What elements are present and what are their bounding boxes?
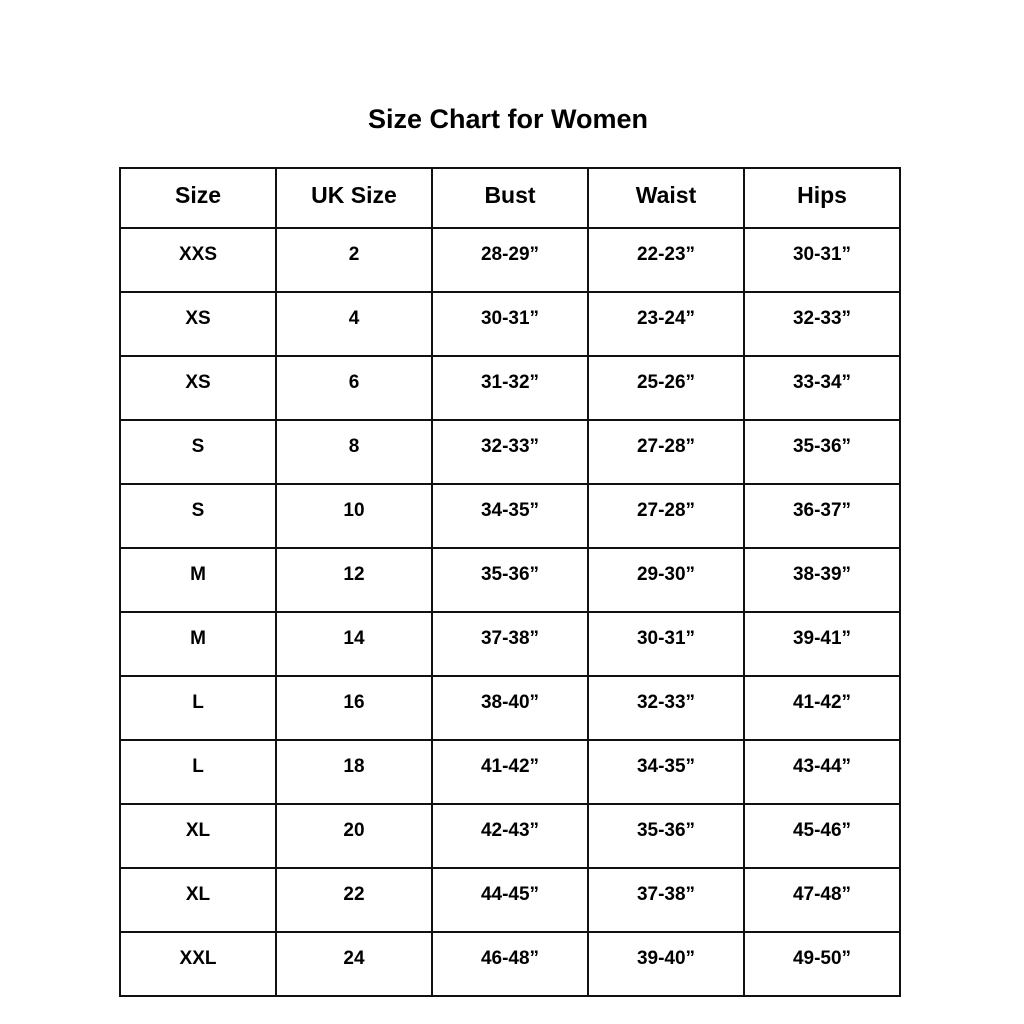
table-row: XXS 2 28-29” 22-23” 30-31” <box>119 227 901 293</box>
cell-hips: 47-48” <box>743 867 901 933</box>
cell-uk-size: 14 <box>275 611 433 677</box>
cell-bust: 46-48” <box>431 931 589 997</box>
cell-hips: 49-50” <box>743 931 901 997</box>
cell-waist: 30-31” <box>587 611 745 677</box>
table-row: XL 20 42-43” 35-36” 45-46” <box>119 803 901 869</box>
header-hips: Hips <box>743 167 901 229</box>
cell-size: M <box>119 611 277 677</box>
cell-hips: 43-44” <box>743 739 901 805</box>
page-title: Size Chart for Women <box>367 104 649 134</box>
cell-uk-size: 2 <box>275 227 433 293</box>
table-row: XS 4 30-31” 23-24” 32-33” <box>119 291 901 357</box>
table-row: M 12 35-36” 29-30” 38-39” <box>119 547 901 613</box>
header-uk-size: UK Size <box>275 167 433 229</box>
cell-hips: 45-46” <box>743 803 901 869</box>
table-row: L 16 38-40” 32-33” 41-42” <box>119 675 901 741</box>
cell-uk-size: 18 <box>275 739 433 805</box>
cell-size: L <box>119 675 277 741</box>
cell-hips: 36-37” <box>743 483 901 549</box>
cell-hips: 35-36” <box>743 419 901 485</box>
cell-waist: 37-38” <box>587 867 745 933</box>
table-row: S 10 34-35” 27-28” 36-37” <box>119 483 901 549</box>
cell-waist: 27-28” <box>587 419 745 485</box>
cell-hips: 30-31” <box>743 227 901 293</box>
cell-size: M <box>119 547 277 613</box>
cell-uk-size: 10 <box>275 483 433 549</box>
cell-size: XL <box>119 803 277 869</box>
cell-waist: 25-26” <box>587 355 745 421</box>
cell-bust: 30-31” <box>431 291 589 357</box>
cell-uk-size: 22 <box>275 867 433 933</box>
cell-bust: 42-43” <box>431 803 589 869</box>
cell-bust: 38-40” <box>431 675 589 741</box>
cell-size: XXS <box>119 227 277 293</box>
cell-bust: 44-45” <box>431 867 589 933</box>
cell-size: XXL <box>119 931 277 997</box>
cell-size: XS <box>119 355 277 421</box>
cell-waist: 22-23” <box>587 227 745 293</box>
cell-bust: 41-42” <box>431 739 589 805</box>
cell-waist: 29-30” <box>587 547 745 613</box>
table-row: XL 22 44-45” 37-38” 47-48” <box>119 867 901 933</box>
header-size: Size <box>119 167 277 229</box>
cell-bust: 35-36” <box>431 547 589 613</box>
table-row: M 14 37-38” 30-31” 39-41” <box>119 611 901 677</box>
cell-hips: 32-33” <box>743 291 901 357</box>
cell-bust: 37-38” <box>431 611 589 677</box>
cell-uk-size: 24 <box>275 931 433 997</box>
cell-uk-size: 4 <box>275 291 433 357</box>
cell-hips: 41-42” <box>743 675 901 741</box>
cell-uk-size: 6 <box>275 355 433 421</box>
table-header-row: Size UK Size Bust Waist Hips <box>119 167 901 229</box>
cell-uk-size: 8 <box>275 419 433 485</box>
cell-bust: 28-29” <box>431 227 589 293</box>
cell-waist: 35-36” <box>587 803 745 869</box>
cell-size: XS <box>119 291 277 357</box>
cell-waist: 32-33” <box>587 675 745 741</box>
cell-hips: 33-34” <box>743 355 901 421</box>
cell-size: L <box>119 739 277 805</box>
cell-bust: 32-33” <box>431 419 589 485</box>
table-row: L 18 41-42” 34-35” 43-44” <box>119 739 901 805</box>
cell-waist: 39-40” <box>587 931 745 997</box>
cell-waist: 34-35” <box>587 739 745 805</box>
table-row: XS 6 31-32” 25-26” 33-34” <box>119 355 901 421</box>
cell-waist: 23-24” <box>587 291 745 357</box>
cell-uk-size: 12 <box>275 547 433 613</box>
cell-uk-size: 20 <box>275 803 433 869</box>
cell-size: S <box>119 483 277 549</box>
header-waist: Waist <box>587 167 745 229</box>
header-bust: Bust <box>431 167 589 229</box>
table-row: S 8 32-33” 27-28” 35-36” <box>119 419 901 485</box>
size-chart-table: Size UK Size Bust Waist Hips XXS 2 28-29” 2… <box>119 167 901 997</box>
cell-hips: 39-41” <box>743 611 901 677</box>
cell-hips: 38-39” <box>743 547 901 613</box>
cell-waist: 27-28” <box>587 483 745 549</box>
cell-size: S <box>119 419 277 485</box>
table-row: XXL 24 46-48” 39-40” 49-50” <box>119 931 901 997</box>
cell-size: XL <box>119 867 277 933</box>
cell-bust: 31-32” <box>431 355 589 421</box>
cell-bust: 34-35” <box>431 483 589 549</box>
cell-uk-size: 16 <box>275 675 433 741</box>
